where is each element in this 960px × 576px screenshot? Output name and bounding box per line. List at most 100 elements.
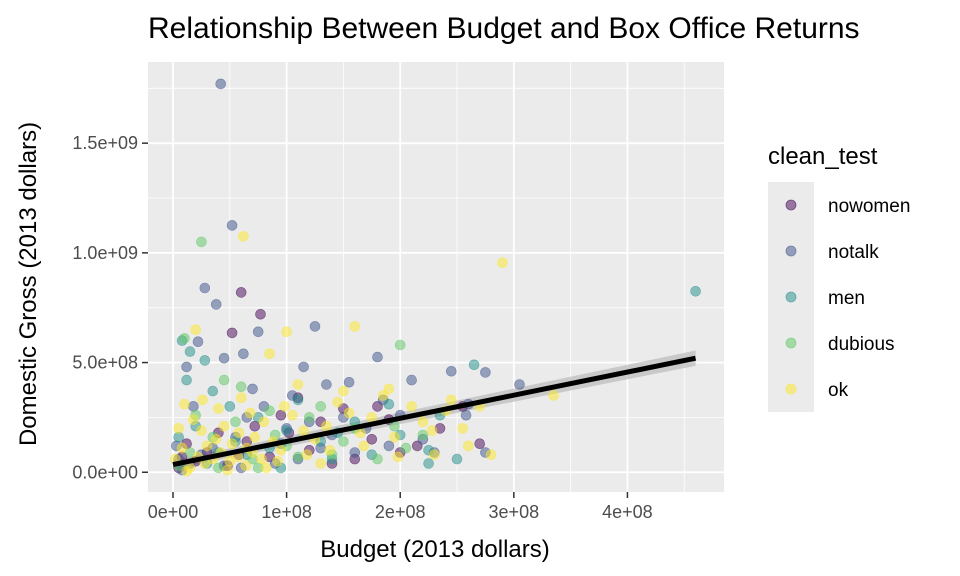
- data-point-notalk: [372, 351, 383, 363]
- data-point-ok: [176, 442, 188, 454]
- data-point-ok: [315, 458, 327, 469]
- data-point-notalk: [321, 379, 332, 390]
- data-point-men: [173, 431, 184, 443]
- data-point-ok: [332, 396, 344, 408]
- legend: clean_test nowomen notalk men dubious ok: [768, 143, 910, 412]
- data-point-ok: [188, 414, 199, 425]
- data-point-ok: [292, 379, 304, 390]
- legend-label-notalk: notalk: [828, 242, 879, 263]
- data-point-notalk: [215, 78, 226, 90]
- data-point-nowomen: [249, 420, 261, 432]
- data-point-dubious: [235, 381, 247, 393]
- data-points: [170, 78, 701, 477]
- data-point-nowomen: [275, 409, 287, 421]
- x-axis-label: Budget (2013 dollars): [320, 536, 549, 563]
- data-point-men: [292, 394, 304, 406]
- data-point-ok: [233, 427, 245, 439]
- data-point-dubious: [394, 339, 406, 351]
- trend-line-group: [172, 355, 697, 468]
- data-point-men: [207, 385, 219, 397]
- data-point-dubious: [218, 374, 230, 386]
- data-point-dubious: [372, 453, 383, 465]
- data-point-men: [199, 355, 211, 366]
- data-point-notalk: [181, 361, 192, 373]
- data-point-ok: [222, 464, 233, 476]
- data-point-ok: [226, 438, 238, 450]
- data-point-notalk: [192, 336, 204, 348]
- data-point-notalk: [460, 409, 472, 421]
- x-tick-label: 3e+08: [489, 502, 540, 522]
- data-point-dubious: [196, 236, 207, 248]
- data-point-ok: [179, 398, 190, 410]
- data-point-ok: [349, 321, 361, 332]
- x-tick-label: 0e+00: [148, 502, 199, 522]
- data-point-ok: [383, 383, 395, 395]
- data-point-ok: [463, 440, 474, 452]
- data-point-notalk: [199, 282, 211, 294]
- data-point-ok: [213, 403, 224, 414]
- x-tick-label: 4e+08: [602, 502, 653, 522]
- y-tick-label: 5.0e+08: [72, 353, 138, 373]
- legend-key-dubious: [785, 337, 797, 349]
- data-point-notalk: [343, 376, 355, 388]
- legend-key-nowomen: [785, 199, 797, 211]
- data-point-ok: [324, 444, 336, 456]
- data-point-ok: [240, 460, 251, 472]
- data-point-nowomen: [235, 287, 247, 298]
- data-point-ok: [338, 385, 349, 397]
- data-point-dubious: [179, 333, 190, 344]
- data-point-ok: [298, 425, 309, 436]
- data-point-ok: [392, 451, 404, 463]
- data-point-dubious: [417, 429, 429, 441]
- data-point-ok: [201, 440, 213, 452]
- legend-title: clean_test: [768, 143, 878, 170]
- data-point-men: [690, 285, 701, 297]
- data-point-notalk: [309, 321, 321, 332]
- x-tick-label: 2e+08: [375, 502, 426, 522]
- data-point-dubious: [400, 442, 412, 454]
- data-point-notalk: [226, 220, 238, 231]
- data-point-nowomen: [255, 308, 266, 320]
- data-point-ok: [548, 390, 559, 401]
- data-point-ok: [301, 449, 313, 461]
- data-point-ok: [286, 409, 298, 421]
- data-point-ok: [210, 433, 222, 445]
- data-point-ok: [321, 420, 332, 432]
- data-point-ok: [181, 465, 192, 477]
- data-point-ok: [218, 420, 230, 432]
- data-point-notalk: [480, 367, 491, 378]
- data-point-ok: [235, 392, 247, 404]
- data-point-notalk: [210, 299, 222, 310]
- data-point-notalk: [252, 326, 264, 338]
- legend-label-ok: ok: [828, 380, 849, 401]
- data-point-ok: [457, 423, 469, 434]
- data-point-ok: [417, 416, 429, 428]
- legend-label-men: men: [828, 288, 865, 309]
- data-point-notalk: [445, 365, 457, 377]
- y-tick-label: 1.5e+09: [72, 133, 138, 153]
- data-point-notalk: [238, 348, 249, 360]
- legend-label-nowomen: nowomen: [828, 196, 910, 217]
- data-point-men: [224, 401, 236, 412]
- data-point-notalk: [349, 447, 361, 458]
- data-point-ok: [426, 425, 438, 436]
- data-point-ok: [244, 407, 256, 419]
- axes: 0e+00 1e+08 2e+08 3e+08 4e+08 0.0e+00 5.0e+08 1…: [72, 133, 652, 522]
- data-point-notalk: [406, 374, 417, 386]
- y-tick-label: 0.0e+00: [72, 462, 138, 482]
- data-point-ok: [260, 462, 272, 474]
- data-point-dubious: [264, 405, 275, 417]
- data-point-notalk: [298, 361, 309, 373]
- data-point-ok: [497, 257, 508, 269]
- data-point-dubious: [338, 436, 349, 447]
- data-point-ok: [190, 324, 201, 336]
- data-point-ok: [238, 231, 249, 242]
- data-point-ok: [485, 449, 497, 461]
- data-point-dubious: [303, 412, 315, 423]
- data-point-notalk: [218, 352, 230, 364]
- data-point-ok: [428, 449, 440, 461]
- y-axis-label: Domestic Gross (2013 dollars): [15, 122, 42, 446]
- data-point-ok: [173, 423, 184, 434]
- data-point-ok: [358, 440, 370, 452]
